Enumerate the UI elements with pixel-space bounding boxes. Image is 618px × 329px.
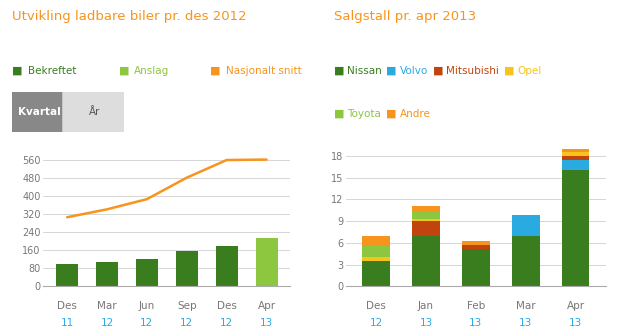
Bar bbox=[462, 241, 489, 245]
Text: 13: 13 bbox=[260, 318, 273, 328]
Text: Des: Des bbox=[217, 301, 237, 311]
Bar bbox=[562, 160, 590, 170]
Text: ■: ■ bbox=[334, 109, 344, 118]
Bar bbox=[56, 264, 78, 286]
Bar bbox=[412, 236, 439, 286]
Text: 12: 12 bbox=[180, 318, 193, 328]
Text: 13: 13 bbox=[420, 318, 433, 328]
Text: Anslag: Anslag bbox=[134, 66, 169, 76]
FancyBboxPatch shape bbox=[62, 90, 127, 134]
Text: ■: ■ bbox=[12, 66, 23, 76]
Bar bbox=[412, 221, 439, 236]
Bar bbox=[256, 238, 277, 286]
Bar bbox=[362, 236, 390, 246]
FancyBboxPatch shape bbox=[7, 90, 71, 134]
Bar bbox=[136, 259, 158, 286]
Text: Apr: Apr bbox=[567, 301, 585, 311]
Bar bbox=[462, 249, 489, 286]
Bar bbox=[512, 236, 540, 286]
Text: Mitsubishi: Mitsubishi bbox=[446, 66, 499, 76]
Text: Volvo: Volvo bbox=[400, 66, 428, 76]
Text: Toyota: Toyota bbox=[347, 109, 381, 118]
Text: Des: Des bbox=[366, 301, 386, 311]
Text: Salgstall pr. apr 2013: Salgstall pr. apr 2013 bbox=[334, 10, 476, 23]
Text: Kvartal: Kvartal bbox=[18, 107, 61, 117]
Text: 13: 13 bbox=[569, 318, 582, 328]
Text: 13: 13 bbox=[519, 318, 532, 328]
Text: Jan: Jan bbox=[418, 301, 434, 311]
Bar bbox=[362, 246, 390, 257]
Bar bbox=[562, 170, 590, 286]
Text: Opel: Opel bbox=[517, 66, 541, 76]
Bar bbox=[412, 219, 439, 221]
Bar bbox=[96, 262, 118, 286]
Bar bbox=[412, 212, 439, 219]
Text: Mar: Mar bbox=[516, 301, 536, 311]
Bar bbox=[412, 206, 439, 212]
Bar bbox=[512, 215, 540, 236]
Text: ■: ■ bbox=[433, 66, 443, 76]
Bar bbox=[362, 261, 390, 286]
Text: Andre: Andre bbox=[400, 109, 431, 118]
Bar bbox=[562, 149, 590, 152]
Bar bbox=[562, 156, 590, 160]
Text: 11: 11 bbox=[61, 318, 74, 328]
Bar bbox=[562, 152, 590, 156]
Text: ■: ■ bbox=[386, 66, 397, 76]
Bar bbox=[176, 251, 198, 286]
Text: 13: 13 bbox=[469, 318, 483, 328]
Text: ■: ■ bbox=[210, 66, 221, 76]
Text: 12: 12 bbox=[101, 318, 114, 328]
Text: Sep: Sep bbox=[177, 301, 197, 311]
Text: Nasjonalt snitt: Nasjonalt snitt bbox=[226, 66, 302, 76]
Text: Des: Des bbox=[57, 301, 77, 311]
Text: Feb: Feb bbox=[467, 301, 485, 311]
Text: ■: ■ bbox=[386, 109, 397, 118]
Text: 12: 12 bbox=[370, 318, 383, 328]
Bar bbox=[216, 246, 238, 286]
Text: Apr: Apr bbox=[258, 301, 276, 311]
Text: ■: ■ bbox=[119, 66, 129, 76]
Text: År: År bbox=[89, 107, 100, 117]
Text: Mar: Mar bbox=[97, 301, 117, 311]
Text: 12: 12 bbox=[140, 318, 153, 328]
Text: Jun: Jun bbox=[139, 301, 155, 311]
Text: Bekreftet: Bekreftet bbox=[28, 66, 76, 76]
Text: ■: ■ bbox=[334, 66, 344, 76]
Text: 12: 12 bbox=[220, 318, 233, 328]
Text: Nissan: Nissan bbox=[347, 66, 382, 76]
Text: Utvikling ladbare biler pr. des 2012: Utvikling ladbare biler pr. des 2012 bbox=[12, 10, 247, 23]
Bar bbox=[362, 257, 390, 261]
Bar bbox=[462, 245, 489, 249]
Text: ■: ■ bbox=[504, 66, 514, 76]
